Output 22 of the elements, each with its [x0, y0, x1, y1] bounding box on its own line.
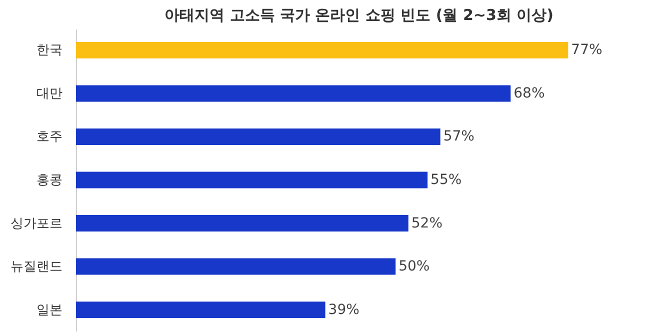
data-label: 50% [398, 258, 430, 275]
y-tick-label: 홍콩 [36, 173, 62, 188]
data-label: 52% [411, 215, 442, 232]
bar [76, 42, 568, 58]
y-tick-label: 한국 [36, 43, 62, 58]
bar [76, 215, 408, 232]
y-tick-label: 싱가포르 [10, 216, 62, 232]
bar [76, 258, 396, 275]
bar [76, 85, 511, 102]
y-tick-label: 뉴질랜드 [10, 260, 62, 275]
y-tick-label: 일본 [36, 302, 62, 318]
data-label: 39% [328, 302, 360, 318]
y-tick-label: 호주 [36, 130, 62, 145]
data-label: 68% [514, 85, 545, 102]
data-label: 77% [571, 42, 602, 58]
bar [76, 302, 326, 318]
y-tick-label: 대만 [36, 86, 62, 102]
chart-title: 아태지역 고소득 국가 온라인 쇼핑 빈도 (월 2~3회 이상) [164, 6, 554, 24]
data-label: 57% [443, 128, 474, 145]
bar [76, 172, 428, 188]
data-label: 55% [430, 172, 462, 188]
bar [76, 128, 440, 145]
